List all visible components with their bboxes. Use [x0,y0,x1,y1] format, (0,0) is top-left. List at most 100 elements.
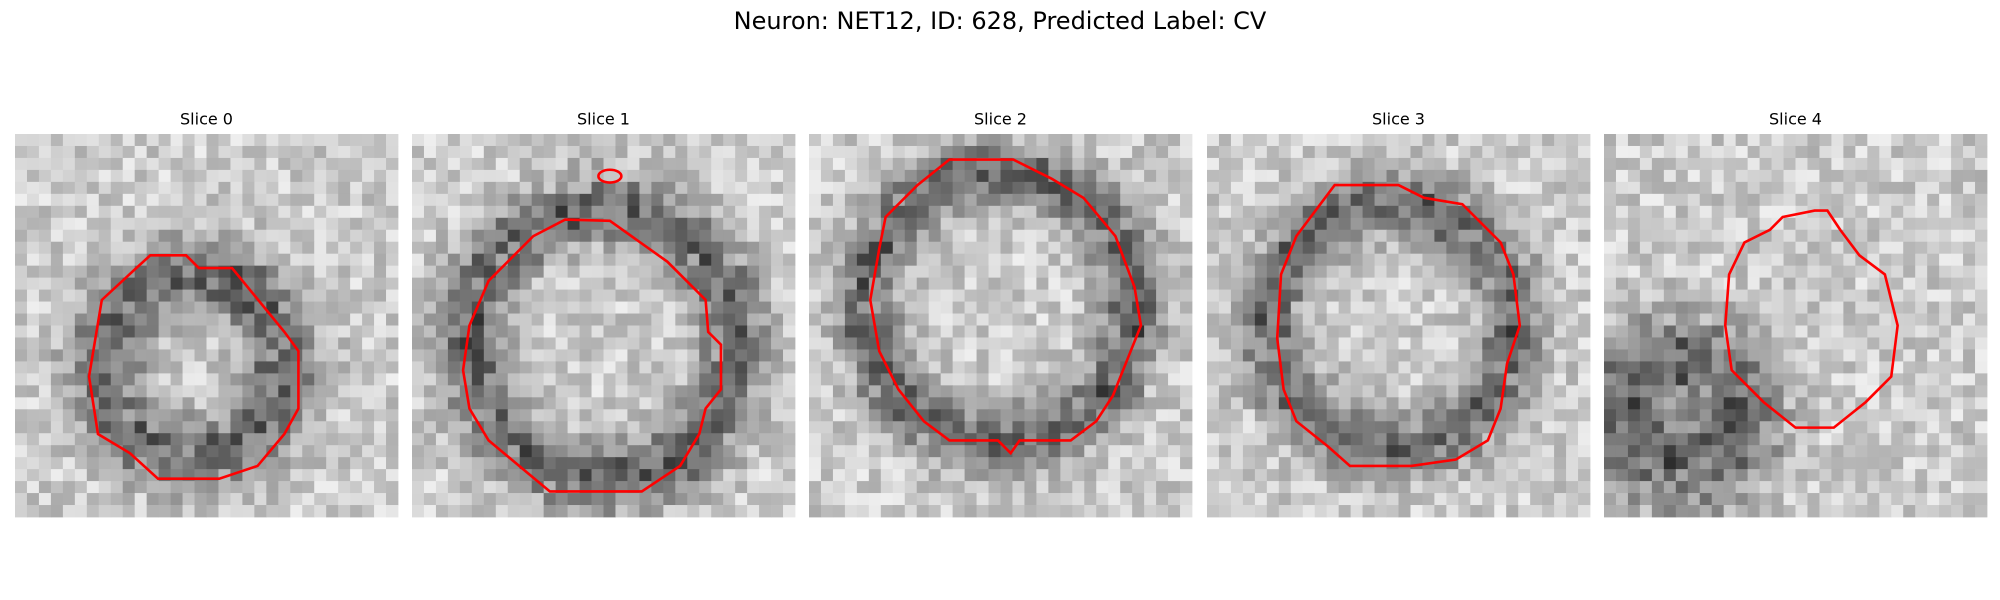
pixel [1048,229,1061,243]
pixel [218,505,231,518]
pixel [1651,217,1665,231]
pixel [1314,313,1328,326]
pixel [1578,217,1591,231]
pixel [1518,241,1531,255]
pixel [1771,217,1784,231]
pixel [1446,253,1459,267]
pixel [423,169,437,183]
pixel [447,253,461,267]
pixel [1891,289,1904,302]
pixel [1398,289,1411,302]
pixel [338,277,351,290]
pixel [699,157,712,171]
pixel [314,313,327,326]
pixel [1542,289,1555,302]
pixel [1627,134,1641,147]
pixel [110,229,124,243]
pixel [832,481,846,494]
pixel [1410,469,1423,482]
pixel [1927,157,1940,171]
pixel [1302,134,1316,147]
pixel [603,277,616,290]
pixel [1180,169,1193,183]
pixel [1338,145,1352,159]
pixel [1867,169,1880,183]
pixel [1819,349,1832,362]
pixel [771,481,784,494]
pixel [350,409,363,422]
pixel [1554,181,1567,195]
pixel [1108,433,1121,446]
pixel [1374,493,1387,506]
pixel [1266,409,1280,422]
pixel [1867,433,1880,446]
pixel [1374,193,1387,207]
pixel [350,301,363,314]
pixel [1036,349,1049,362]
pixel [218,493,231,506]
pixel [1518,145,1531,159]
pixel [362,505,375,518]
pixel [904,481,918,494]
pixel [844,229,858,243]
pixel [1132,241,1145,255]
pixel [1759,313,1772,326]
pixel [1180,481,1193,494]
pixel [639,397,652,410]
pixel [1374,265,1387,279]
pixel [1302,157,1316,171]
pixel [1951,433,1964,446]
pixel [1096,181,1109,195]
pixel [194,229,207,243]
pixel [892,229,906,243]
pixel [1578,421,1591,434]
pixel [386,445,399,458]
pixel [1651,421,1665,434]
pixel [1578,337,1591,350]
pixel [1494,277,1507,290]
pixel [1530,385,1543,398]
pixel [158,134,171,147]
pixel [290,157,303,171]
pixel [15,241,28,255]
pixel [1072,253,1085,267]
pixel [1326,229,1340,243]
pixel [928,205,942,219]
pixel [423,385,437,398]
pixel [1723,134,1737,147]
pixel [1494,217,1507,231]
pixel [603,373,616,386]
pixel [1362,313,1375,326]
pixel [723,157,736,171]
pixel [964,145,977,159]
pixel [170,157,183,171]
pixel [675,145,688,159]
pixel [302,289,315,302]
pixel [1446,337,1459,350]
pixel [916,181,930,195]
pixel [1915,445,1928,458]
pixel [988,493,1001,506]
pixel [158,397,171,410]
pixel [1783,325,1796,338]
pixel [1120,134,1133,147]
pixel [675,481,688,494]
pixel [435,265,449,279]
pixel [1831,181,1844,195]
pixel [1410,313,1423,326]
pixel [1795,433,1808,446]
pixel [26,157,40,171]
pixel [1036,181,1049,195]
pixel [314,217,327,231]
pixel [1903,277,1916,290]
pixel [663,157,676,171]
pixel [771,181,784,195]
pixel [1036,241,1049,255]
pixel [74,433,88,446]
pixel [940,457,954,470]
pixel [170,313,183,326]
pixel [687,181,700,195]
pixel [1096,433,1109,446]
pixel [1012,169,1025,183]
pixel [1242,253,1256,267]
